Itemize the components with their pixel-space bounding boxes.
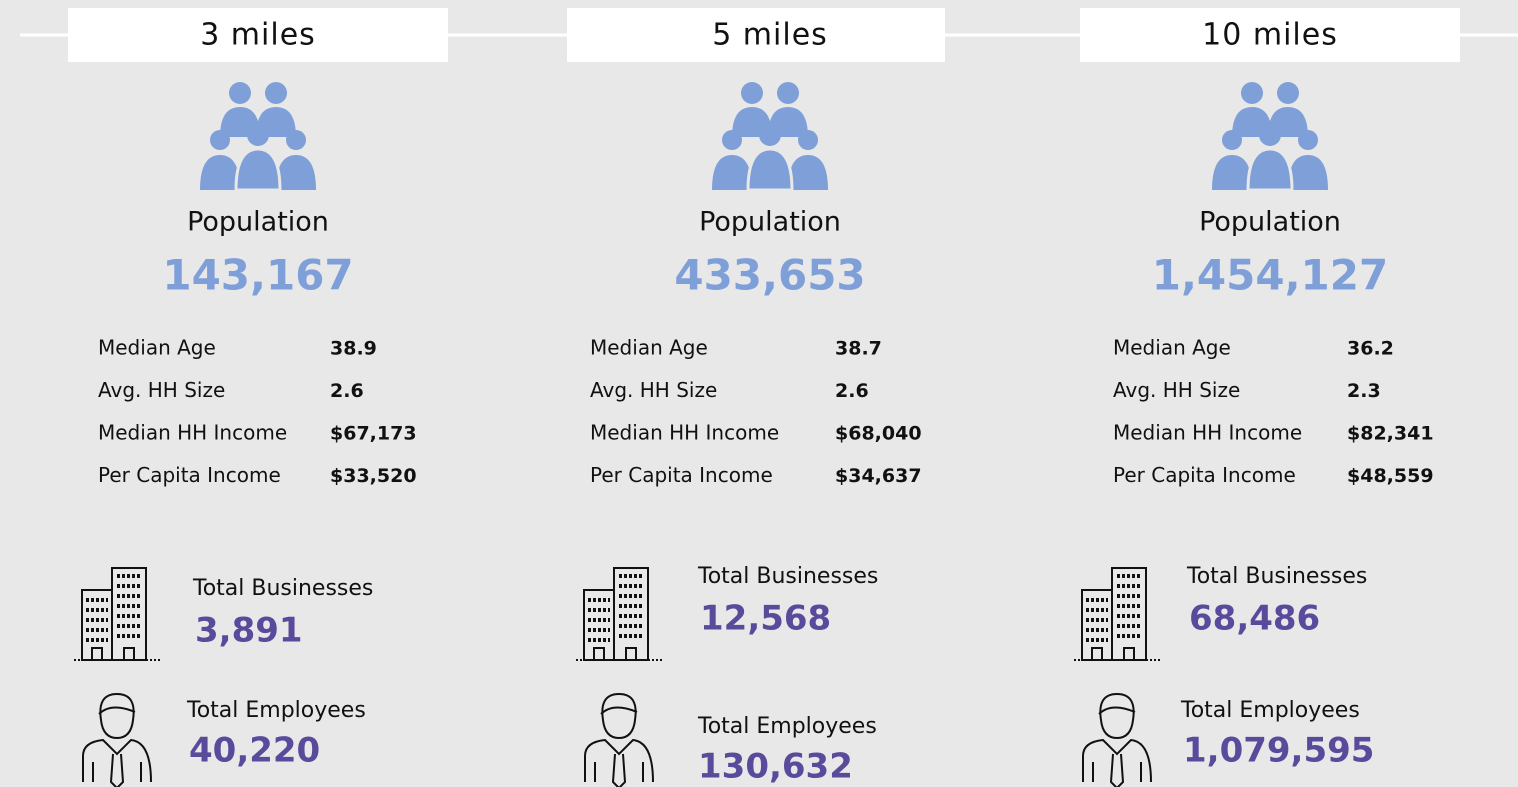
stat-value: $33,520 — [330, 465, 417, 487]
stat-value: $67,173 — [330, 423, 417, 445]
stat-value: 38.9 — [330, 338, 377, 360]
radius-label: 3 miles — [200, 18, 316, 53]
stat-label: Median HH Income — [1113, 421, 1302, 445]
population-label: Population — [1199, 207, 1341, 238]
stat-value: 36.2 — [1347, 338, 1394, 360]
radius-label: 5 miles — [712, 18, 828, 53]
stat-label: Per Capita Income — [98, 463, 281, 487]
header-box — [68, 8, 448, 62]
population-value: 1,454,127 — [1152, 251, 1388, 300]
employees-label: Total Employees — [1180, 698, 1360, 723]
radius-label: 10 miles — [1202, 18, 1338, 53]
header-box — [1080, 8, 1460, 62]
businesses-label: Total Businesses — [192, 576, 373, 601]
businesses-label: Total Businesses — [1186, 564, 1367, 589]
population-value: 143,167 — [162, 251, 353, 300]
businesses-value: 68,486 — [1189, 599, 1320, 639]
stat-value: 2.6 — [835, 380, 869, 402]
employees-label: Total Employees — [697, 714, 877, 739]
employees-value: 1,079,595 — [1183, 731, 1374, 771]
header-box — [567, 8, 945, 62]
business-icon — [1072, 566, 1162, 662]
employee-icon — [1082, 693, 1152, 787]
employees-value: 130,632 — [698, 747, 853, 787]
business-icon — [72, 566, 162, 662]
stat-label: Avg. HH Size — [98, 378, 225, 402]
stat-label: Avg. HH Size — [590, 378, 717, 402]
businesses-label: Total Businesses — [697, 564, 878, 589]
stat-label: Median HH Income — [590, 421, 779, 445]
stat-label: Median HH Income — [98, 421, 287, 445]
stat-value: 38.7 — [835, 338, 882, 360]
employees-value: 40,220 — [189, 731, 320, 771]
population-icon — [198, 80, 318, 192]
stat-value: $82,341 — [1347, 423, 1434, 445]
population-icon — [710, 80, 830, 192]
population-label: Population — [187, 207, 329, 238]
stat-value: $68,040 — [835, 423, 922, 445]
businesses-value: 12,568 — [700, 599, 831, 639]
stat-label: Median Age — [1113, 336, 1231, 360]
stat-value: 2.6 — [330, 380, 364, 402]
businesses-value: 3,891 — [195, 611, 303, 651]
stat-value: $34,637 — [835, 465, 922, 487]
employee-icon — [82, 693, 152, 787]
stat-label: Median Age — [98, 336, 216, 360]
population-icon — [1210, 80, 1330, 192]
employees-label: Total Employees — [186, 698, 366, 723]
stat-label: Median Age — [590, 336, 708, 360]
stat-value: $48,559 — [1347, 465, 1434, 487]
employee-icon — [584, 693, 654, 787]
stat-value: 2.3 — [1347, 380, 1381, 402]
business-icon — [574, 566, 664, 662]
stat-label: Per Capita Income — [590, 463, 773, 487]
population-value: 433,653 — [674, 251, 865, 300]
population-label: Population — [699, 207, 841, 238]
stat-label: Per Capita Income — [1113, 463, 1296, 487]
stat-label: Avg. HH Size — [1113, 378, 1240, 402]
